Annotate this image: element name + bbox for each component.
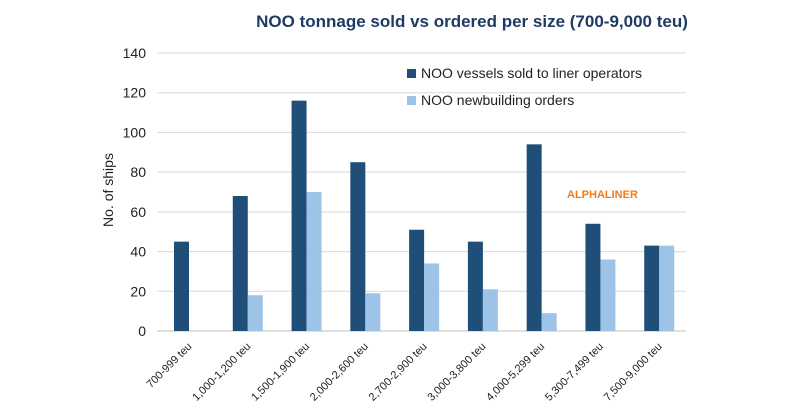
bar-orders (541, 313, 557, 331)
bar-sold (467, 241, 483, 331)
bar-orders (247, 295, 263, 331)
bars (174, 100, 675, 332)
y-tick-label: 40 (130, 244, 146, 260)
legend: NOO vessels sold to liner operators NOO … (407, 65, 642, 108)
bar-orders (365, 293, 381, 331)
bar-sold (409, 229, 425, 331)
x-tick-label: 7,500-9,000 teu (602, 341, 665, 404)
x-tick-label: 2,700-2,900 teu (367, 341, 430, 404)
x-tick-label: 5,300-7,499 teu (543, 341, 606, 404)
chart-title: NOO tonnage sold vs ordered per size (70… (256, 12, 688, 31)
x-tick-label: 1,000-1,200 teu (190, 341, 253, 404)
x-tick-label: 4,000-5,299 teu (484, 341, 547, 404)
bar-orders (659, 245, 675, 331)
y-tick-label: 0 (138, 323, 146, 339)
bar-sold (526, 144, 542, 331)
y-tick-label: 60 (130, 204, 146, 220)
legend-label-sold: NOO vessels sold to liner operators (421, 65, 642, 81)
legend-swatch-sold (407, 69, 416, 78)
y-tick-label: 80 (130, 164, 146, 180)
y-tick-label: 140 (123, 45, 147, 61)
alphaliner-watermark: ALPHALINER (567, 189, 638, 201)
bar-sold (232, 195, 248, 331)
bar-sold (350, 162, 366, 331)
bar-sold (585, 223, 601, 331)
legend-swatch-orders (407, 96, 416, 105)
bar-orders (424, 263, 440, 331)
bar-orders (306, 192, 322, 331)
bar-sold (174, 241, 189, 331)
y-tick-label: 20 (130, 283, 146, 299)
bar-orders (482, 289, 498, 331)
y-tick-label: 120 (123, 85, 147, 101)
x-tick-label: 2,000-2,600 teu (308, 341, 371, 404)
x-tick-label: 700-999 teu (145, 341, 195, 391)
y-axis-ticks: 0 20 40 60 80 100 120 140 (123, 45, 147, 339)
bar-sold (644, 245, 660, 331)
x-tick-label: 3,000-3,800 teu (425, 341, 488, 404)
x-tick-label: 1,500-1,900 teu (249, 341, 312, 404)
legend-label-orders: NOO newbuilding orders (421, 92, 574, 108)
y-axis-label: No. of ships (100, 153, 116, 227)
bar-orders (600, 259, 616, 331)
bar-sold (291, 100, 307, 332)
y-tick-label: 100 (123, 124, 147, 140)
